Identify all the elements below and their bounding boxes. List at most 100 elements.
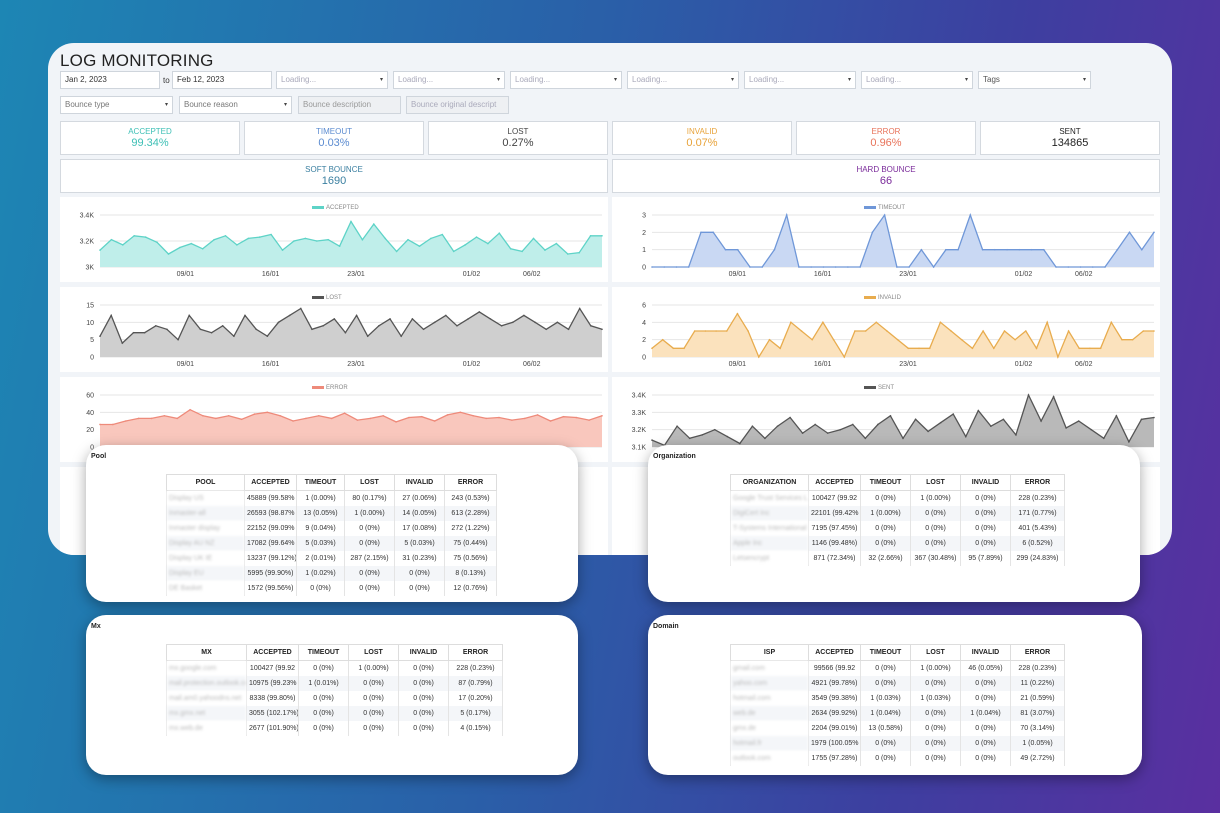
data-point	[509, 248, 512, 250]
y-tick-label: 2	[642, 337, 646, 344]
pool-table-title: Pool	[91, 453, 107, 460]
column-header[interactable]: TIMEOUT	[298, 644, 349, 661]
column-header[interactable]: ERROR	[1010, 474, 1065, 491]
data-point	[1057, 356, 1059, 358]
column-header[interactable]: INVALID	[398, 644, 449, 661]
table-cell: 0 (0%)	[960, 535, 1011, 551]
column-header[interactable]: ISP	[730, 644, 809, 661]
metric-value: 99.34%	[131, 137, 169, 149]
table-cell: 99566 (99.92	[808, 660, 861, 676]
y-tick-label: 4	[642, 320, 646, 327]
table-cell: 367 (30.48%)	[910, 550, 961, 566]
date-from-input[interactable]: Jan 2, 2023	[60, 71, 160, 89]
column-header[interactable]: ERROR	[444, 474, 497, 491]
column-header[interactable]: INVALID	[960, 644, 1011, 661]
bounce-description-input[interactable]: Bounce description	[298, 96, 401, 114]
data-point	[918, 347, 920, 350]
table-cell: 0 (0%)	[394, 580, 445, 596]
column-header[interactable]: LOST	[348, 644, 399, 661]
row-name-cell: web.de	[730, 705, 809, 721]
data-point	[601, 328, 603, 331]
bounce-reason-select[interactable]: Bounce reason ▾	[179, 96, 292, 114]
data-point	[789, 416, 791, 419]
y-tick-label: 5	[90, 337, 94, 344]
filter-select-1[interactable]: Loading... ▾	[276, 71, 388, 89]
table-row: gmx.de 2204 (99.01%) 13 (0.58%) 0 (0%) 0 (0%…	[730, 720, 1065, 736]
table-cell: 1 (0.03%)	[910, 690, 961, 706]
data-point	[751, 425, 754, 427]
column-header[interactable]: ACCEPTED	[244, 474, 297, 491]
table-cell: 0 (0%)	[398, 705, 449, 721]
column-header[interactable]: INVALID	[394, 474, 445, 491]
data-point	[683, 347, 685, 350]
column-header[interactable]: POOL	[166, 474, 245, 491]
table-cell: 1 (0.00%)	[860, 505, 911, 521]
data-point	[700, 231, 702, 234]
table-cell: 0 (0%)	[910, 520, 961, 536]
column-header[interactable]: LOST	[910, 474, 961, 491]
column-header[interactable]: ERROR	[1010, 644, 1065, 661]
data-point	[1140, 418, 1143, 421]
column-header[interactable]: INVALID	[960, 474, 1011, 491]
filter-select-4[interactable]: Loading... ▾	[627, 71, 739, 89]
data-point	[112, 423, 114, 426]
filter-select-5[interactable]: Loading... ▾	[744, 71, 856, 89]
data-point	[661, 338, 664, 341]
date-to-input[interactable]: Feb 12, 2023	[172, 71, 272, 89]
row-name-cell: DigiCert Inc	[730, 505, 809, 521]
row-name-cell: T-Systems International GmbH	[730, 520, 809, 536]
column-header[interactable]: MX	[166, 644, 247, 661]
table-cell: 13 (0.58%)	[860, 720, 911, 736]
column-header[interactable]: LOST	[344, 474, 395, 491]
bounce-original-input[interactable]: Bounce original descript	[406, 96, 509, 114]
table-cell: 0 (0%)	[398, 690, 449, 706]
data-point	[687, 266, 690, 268]
column-header[interactable]: ACCEPTED	[808, 644, 861, 661]
table-cell: 13 (0.05%)	[296, 505, 345, 521]
hard-bounce-label: HARD BOUNCE	[856, 165, 916, 174]
data-point	[971, 347, 974, 350]
data-point	[939, 321, 942, 324]
filter-select-2[interactable]: Loading... ▾	[393, 71, 505, 89]
column-header[interactable]: ACCEPTED	[246, 644, 299, 661]
page-title: LOG MONITORING	[60, 51, 214, 70]
table-cell: 0 (0%)	[960, 690, 1011, 706]
column-header[interactable]: ORGANIZATION	[730, 474, 809, 491]
data-point	[300, 307, 302, 310]
table-cell: 299 (24.83%)	[1010, 550, 1065, 566]
data-point	[133, 235, 136, 237]
metric-card-sent: SENT 134865	[980, 121, 1160, 155]
column-header[interactable]: ERROR	[448, 644, 503, 661]
row-name-cell: mail.am0.yahoodns.net	[166, 690, 247, 706]
column-header[interactable]: TIMEOUT	[860, 474, 911, 491]
column-header[interactable]: ACCEPTED	[808, 474, 861, 491]
data-point	[994, 248, 996, 251]
column-header[interactable]: TIMEOUT	[296, 474, 345, 491]
table-cell: 49 (2.72%)	[1010, 750, 1065, 766]
data-point	[811, 338, 814, 341]
tags-select[interactable]: Tags ▾	[978, 71, 1091, 89]
domain-table: ISP ACCEPTED TIMEOUT LOST INVALID ERROR gmail.…	[730, 644, 1065, 766]
data-point	[992, 347, 995, 350]
table-cell: 11 (0.22%)	[1010, 675, 1065, 691]
data-point	[132, 331, 135, 334]
row-name-cell: gmail.com	[730, 660, 809, 676]
data-point	[758, 356, 760, 358]
table-cell: 0 (0%)	[344, 580, 395, 596]
y-tick-label: 3.2K	[80, 239, 95, 246]
chevron-down-icon: ▾	[613, 77, 617, 83]
table-cell: 4 (0.15%)	[448, 720, 503, 736]
filter-select-3[interactable]: Loading... ▾	[510, 71, 622, 89]
column-header[interactable]: LOST	[910, 644, 961, 661]
x-tick-label: 01/02	[463, 361, 481, 368]
y-tick-label: 3.1K	[632, 445, 647, 452]
table-row: Inmaster display 22152 (99.09% 9 (0.04%) 0 …	[166, 520, 497, 536]
table-cell: 2204 (99.01%)	[808, 720, 861, 736]
column-header[interactable]: TIMEOUT	[860, 644, 911, 661]
filter-select-6[interactable]: Loading... ▾	[861, 71, 973, 89]
legend-swatch	[312, 386, 324, 389]
bounce-type-select[interactable]: Bounce type ▾	[60, 96, 173, 114]
data-point	[478, 311, 481, 313]
table-cell: 6 (0.52%)	[1010, 535, 1065, 551]
row-name-cell: Display AU NZ	[166, 535, 245, 551]
